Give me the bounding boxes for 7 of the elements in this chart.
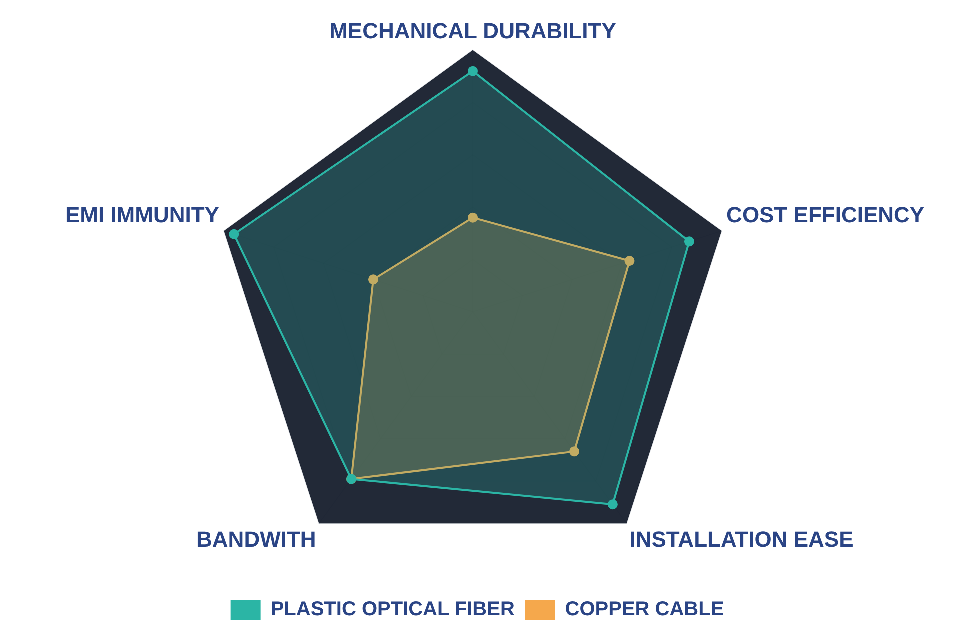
spoke-label: BANDWITH bbox=[196, 526, 316, 552]
spoke-label: COST EFFICIENCY bbox=[726, 202, 925, 228]
spoke-label: INSTALLATION EASE bbox=[630, 526, 854, 552]
legend-label: COPPER CABLE bbox=[565, 598, 724, 621]
spoke-label: MECHANICAL DURABILITY bbox=[330, 18, 617, 44]
spoke-label: EMI IMMUNITY bbox=[65, 202, 220, 228]
legend-label: PLASTIC OPTICAL FIBER bbox=[270, 598, 516, 621]
